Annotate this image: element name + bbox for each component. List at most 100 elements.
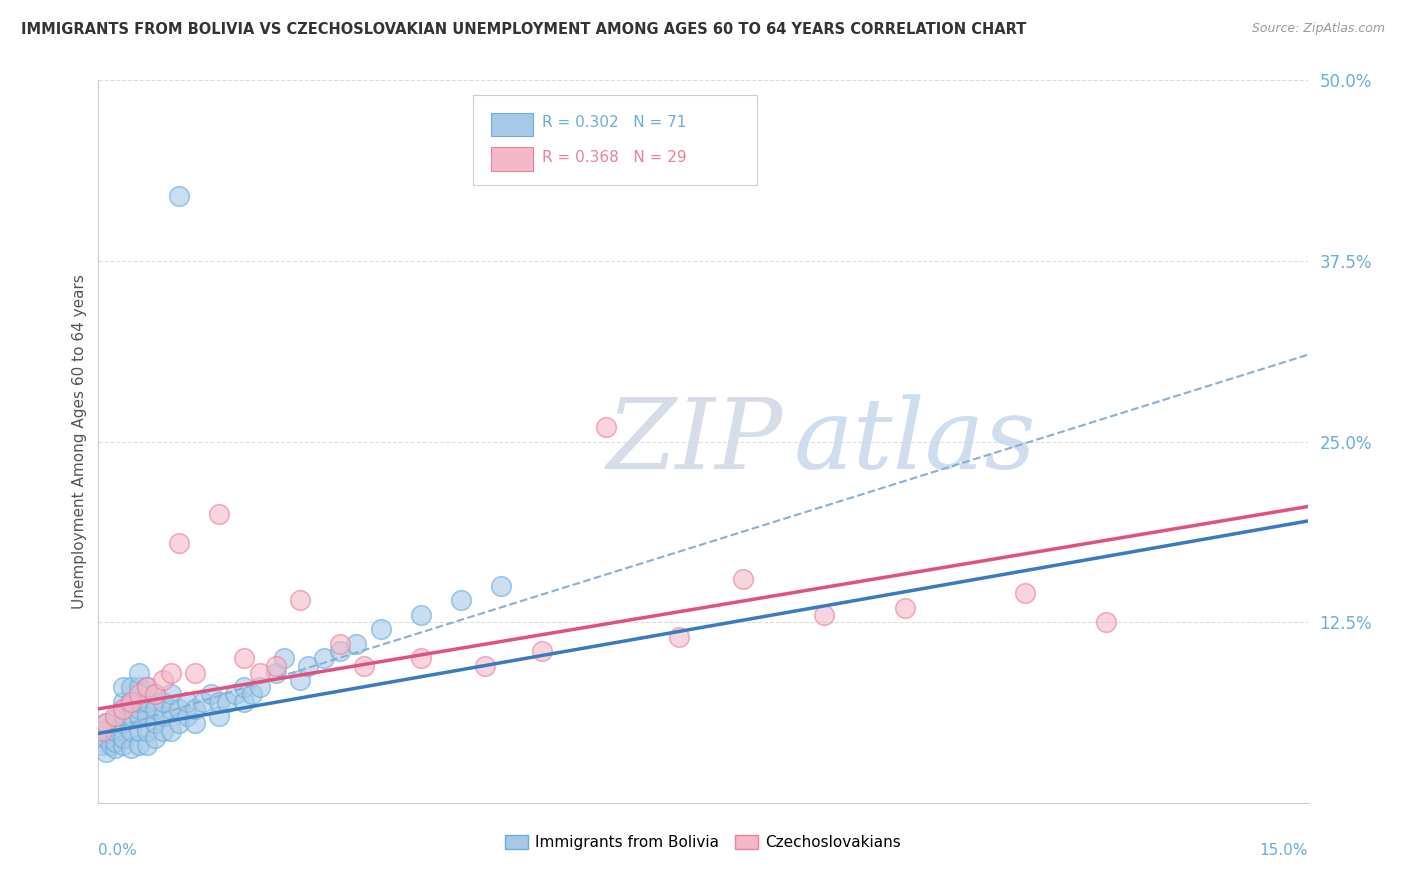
- Point: [167, 535, 190, 549]
- Point: [160, 687, 183, 701]
- Point: [329, 644, 352, 658]
- Point: [167, 702, 190, 716]
- Point: [152, 723, 174, 738]
- Point: [135, 723, 157, 738]
- Point: [103, 709, 125, 723]
- Point: [120, 723, 142, 738]
- Text: ZIP: ZIP: [606, 394, 783, 489]
- Point: [120, 740, 142, 755]
- Point: [288, 673, 311, 687]
- Point: [91, 738, 114, 752]
- Point: [152, 673, 174, 687]
- Point: [409, 651, 432, 665]
- Point: [160, 723, 183, 738]
- Point: [329, 637, 352, 651]
- Point: [370, 623, 392, 637]
- Point: [232, 680, 254, 694]
- Point: [120, 695, 142, 709]
- Point: [135, 680, 157, 694]
- Point: [152, 709, 174, 723]
- Text: R = 0.302   N = 71: R = 0.302 N = 71: [543, 115, 686, 130]
- Point: [450, 593, 472, 607]
- Point: [120, 695, 142, 709]
- FancyBboxPatch shape: [474, 95, 758, 185]
- Point: [103, 740, 125, 755]
- Point: [91, 723, 114, 738]
- Point: [160, 665, 183, 680]
- Point: [128, 680, 150, 694]
- Point: [135, 680, 157, 694]
- Point: [344, 637, 367, 651]
- Point: [668, 630, 690, 644]
- Point: [297, 658, 319, 673]
- Point: [184, 702, 207, 716]
- Point: [264, 658, 287, 673]
- Point: [232, 651, 254, 665]
- Point: [143, 687, 166, 701]
- Point: [128, 695, 150, 709]
- Point: [595, 420, 617, 434]
- FancyBboxPatch shape: [492, 112, 533, 136]
- Point: [1014, 586, 1036, 600]
- Point: [96, 731, 118, 745]
- Point: [288, 593, 311, 607]
- Point: [152, 695, 174, 709]
- Point: [128, 702, 150, 716]
- Point: [249, 680, 271, 694]
- Point: [111, 731, 134, 745]
- Point: [96, 745, 118, 759]
- Point: [224, 687, 246, 701]
- Point: [208, 709, 231, 723]
- Point: [353, 658, 375, 673]
- Point: [96, 723, 118, 738]
- Point: [135, 738, 157, 752]
- Point: [111, 702, 134, 716]
- Point: [143, 687, 166, 701]
- Point: [273, 651, 295, 665]
- Text: 15.0%: 15.0%: [1260, 843, 1308, 857]
- Point: [120, 680, 142, 694]
- Text: 0.0%: 0.0%: [98, 843, 138, 857]
- Point: [135, 709, 157, 723]
- Point: [184, 716, 207, 731]
- Point: [128, 665, 150, 680]
- Point: [176, 709, 198, 723]
- Point: [240, 687, 263, 701]
- Point: [120, 709, 142, 723]
- Point: [100, 738, 122, 752]
- Point: [103, 735, 125, 749]
- Y-axis label: Unemployment Among Ages 60 to 64 years: Unemployment Among Ages 60 to 64 years: [72, 274, 87, 609]
- Point: [143, 731, 166, 745]
- Point: [733, 572, 755, 586]
- Point: [111, 738, 134, 752]
- Point: [143, 702, 166, 716]
- Point: [491, 579, 513, 593]
- Text: IMMIGRANTS FROM BOLIVIA VS CZECHOSLOVAKIAN UNEMPLOYMENT AMONG AGES 60 TO 64 YEAR: IMMIGRANTS FROM BOLIVIA VS CZECHOSLOVAKI…: [21, 22, 1026, 37]
- FancyBboxPatch shape: [492, 147, 533, 170]
- Point: [143, 716, 166, 731]
- Point: [249, 665, 271, 680]
- Point: [200, 687, 222, 701]
- Point: [128, 687, 150, 701]
- Point: [314, 651, 336, 665]
- Point: [167, 189, 190, 203]
- Text: atlas: atlas: [793, 394, 1036, 489]
- Point: [813, 607, 835, 622]
- Point: [893, 600, 915, 615]
- Text: R = 0.368   N = 29: R = 0.368 N = 29: [543, 150, 686, 165]
- Point: [111, 702, 134, 716]
- Point: [193, 695, 215, 709]
- Point: [128, 738, 150, 752]
- Point: [111, 695, 134, 709]
- Legend: Immigrants from Bolivia, Czechoslovakians: Immigrants from Bolivia, Czechoslovakian…: [499, 830, 907, 856]
- Point: [96, 716, 118, 731]
- Point: [530, 644, 553, 658]
- Point: [103, 723, 125, 738]
- Point: [135, 695, 157, 709]
- Point: [96, 716, 118, 731]
- Point: [1095, 615, 1118, 630]
- Text: Source: ZipAtlas.com: Source: ZipAtlas.com: [1251, 22, 1385, 36]
- Point: [208, 695, 231, 709]
- Point: [264, 665, 287, 680]
- Point: [409, 607, 432, 622]
